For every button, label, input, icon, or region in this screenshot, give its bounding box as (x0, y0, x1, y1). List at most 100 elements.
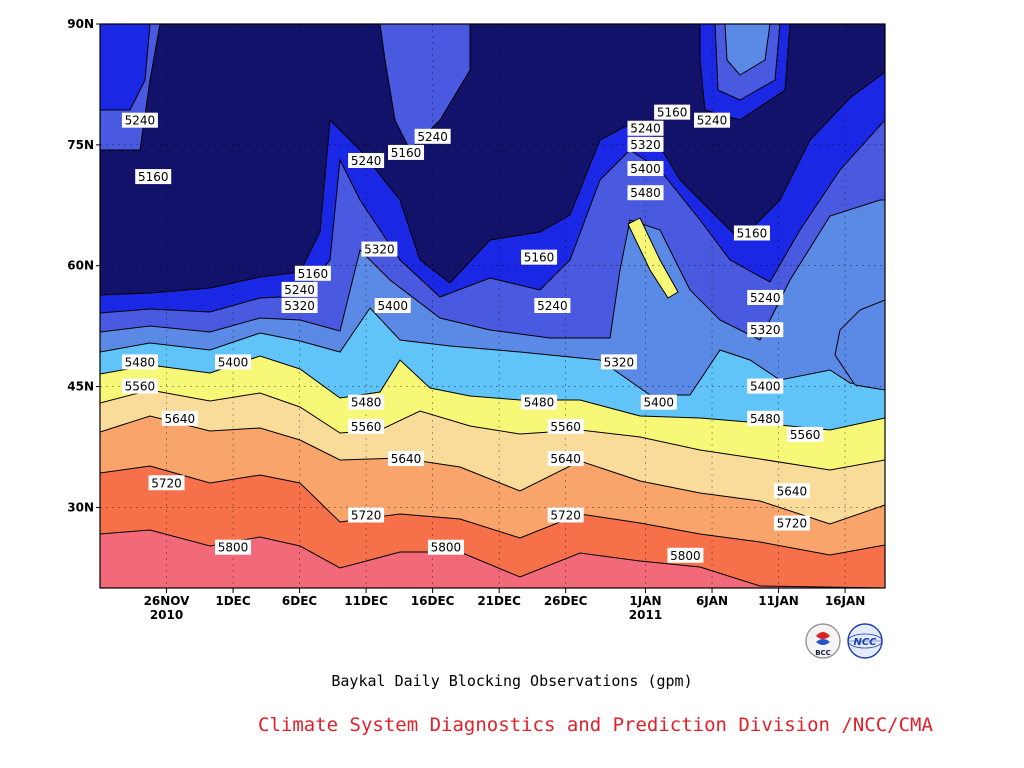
contour-label-box (640, 394, 677, 410)
contour-label-text: 5480 (630, 186, 661, 200)
contour-label: 5400 (215, 354, 252, 370)
contour-label-box (388, 144, 425, 160)
contour-label: 5400 (640, 394, 677, 410)
contour-label-text: 5160 (524, 251, 555, 265)
x-tick-label: 21DEC (477, 594, 521, 608)
contour-label-text: 5800 (670, 549, 701, 563)
contour-label-box (294, 265, 331, 281)
high-5400-ne (724, 24, 771, 76)
contour-label-text: 5240 (630, 122, 661, 136)
contour-label-box (215, 354, 252, 370)
contour-label-text: 5320 (604, 355, 635, 369)
contour-label-text: 5160 (657, 106, 688, 120)
contour-label-box (547, 418, 584, 434)
contour-label-text: 5480 (750, 412, 781, 426)
contour-label: 5480 (627, 185, 664, 201)
contour-label: 5560 (121, 378, 158, 394)
y-tick-label: 90N (67, 17, 94, 31)
contour-label: 5560 (547, 418, 584, 434)
contour-label: 5400 (747, 378, 784, 394)
contour-label: 5640 (547, 451, 584, 467)
contour-label-text: 5320 (284, 299, 315, 313)
contour-label-box (374, 298, 411, 313)
contour-label: 5160 (521, 249, 558, 265)
contour-label-text: 5640 (777, 484, 808, 498)
contour-label-box (627, 185, 664, 201)
contour-labels: 5240 5160 5240 5160 5240 5160 5240 5320 5320 5400… (121, 104, 824, 563)
y-tick-label: 30N (67, 500, 94, 514)
contour-label-text: 5400 (377, 299, 408, 313)
contour-label: 5720 (148, 475, 185, 491)
contour-label-box (521, 249, 558, 265)
x-tick-label: 2011 (629, 608, 662, 622)
contour-label-box (121, 354, 158, 370)
contour-label-text: 5720 (151, 476, 182, 490)
contour-label-text: 5560 (790, 428, 821, 442)
contour-label: 5320 (281, 298, 318, 313)
contour-label-box (281, 298, 318, 313)
contour-label: 5160 (654, 104, 691, 120)
contour-label-text: 5320 (630, 138, 661, 152)
contour-label: 5240 (348, 152, 385, 168)
contour-label: 5240 (694, 112, 731, 128)
y-tick-label: 60N (67, 259, 94, 273)
high-5160-nw (100, 24, 151, 111)
contour-label-text: 5240 (351, 154, 382, 168)
contour-label: 5640 (388, 451, 425, 467)
contour-label: 5160 (135, 169, 172, 185)
plot-frame (99, 23, 886, 589)
bcc-logo-text: BCC (815, 649, 831, 657)
low-5320-se (834, 299, 885, 391)
contour-label-text: 5400 (218, 355, 249, 369)
contour-label: 5720 (547, 507, 584, 523)
x-tick-label: 16JAN (825, 594, 866, 608)
x-tick-label: 1JAN (629, 594, 661, 608)
contour-label: 5240 (414, 128, 451, 144)
contour-label-text: 5400 (644, 396, 675, 410)
contour-label-box (654, 104, 691, 120)
contour-label-box (747, 410, 784, 426)
contour-label-box (521, 394, 558, 410)
contour-label-box (348, 394, 385, 410)
x-tick-label: 6DEC (282, 594, 318, 608)
credit-line: Climate System Diagnostics and Predictio… (258, 714, 933, 736)
contour-label-box (161, 410, 198, 426)
contour-label: 5720 (348, 507, 385, 523)
contour-label-text: 5800 (431, 541, 462, 555)
x-tick-label: 16DEC (411, 594, 455, 608)
x-tick-label: 11DEC (344, 594, 388, 608)
contour-label-text: 5640 (391, 452, 422, 466)
contour-label: 5480 (348, 394, 385, 410)
x-tick-label: 26DEC (544, 594, 588, 608)
contour-label-box (361, 241, 398, 257)
contour-label-box (547, 451, 584, 467)
contour-label-text: 5160 (391, 146, 422, 160)
contour-label-text: 5560 (351, 420, 382, 434)
contour-label-text: 5240 (125, 114, 156, 128)
contour-label: 5240 (534, 298, 571, 313)
contour-label-box (733, 225, 770, 241)
ncc-logo: NCC (847, 623, 883, 659)
contour-label: 5640 (773, 483, 810, 499)
contour-label-text: 5480 (351, 396, 382, 410)
contour-label: 5400 (627, 161, 664, 177)
contour-label: 5320 (600, 354, 637, 370)
contour-label-box (281, 281, 318, 297)
contour-label: 5800 (667, 547, 704, 563)
contour-label-box (215, 539, 252, 555)
contour-label-text: 5560 (125, 380, 156, 394)
contour-label: 5320 (361, 241, 398, 257)
contour-label: 5400 (374, 298, 411, 313)
contour-label-text: 5720 (777, 517, 808, 531)
contour-label: 5160 (388, 144, 425, 160)
contour-label-text: 5560 (550, 420, 581, 434)
bcc-logo: BCC (805, 623, 841, 659)
contour-label-box (600, 354, 637, 370)
contour-label-text: 5480 (524, 396, 555, 410)
contour-label: 5240 (627, 120, 664, 136)
contour-label-box (348, 507, 385, 523)
contour-label: 5320 (747, 322, 784, 338)
contour-label-box (547, 507, 584, 523)
